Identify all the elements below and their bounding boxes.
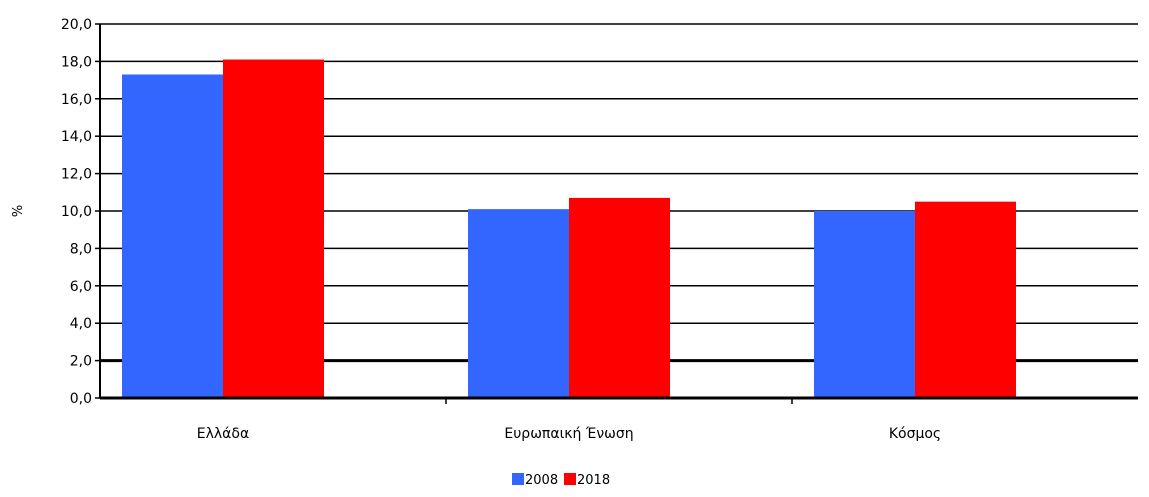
legend-label: 2008 [525,473,558,488]
legend: 2008 2018 [512,473,610,488]
y-tick-label: 14,0 [61,129,92,145]
bar-2008-0 [122,74,223,399]
y-tick-label: 2,0 [70,354,92,370]
category-label: Ελλάδα [197,426,249,442]
category-label: Κόσμος [889,426,941,442]
y-tick-label: 4,0 [70,316,92,332]
y-tick-label: 16,0 [61,92,92,108]
bar-2008-2 [814,211,915,398]
category-labels: Ελλάδα Ευρωπαική Ένωση Κόσμος [197,426,941,442]
y-tick-label: 8,0 [70,241,92,257]
y-tick-label: 20,0 [61,17,92,33]
category-label: Ευρωπαική Ένωση [504,426,633,442]
y-tick-label: 6,0 [70,279,92,295]
y-tick-labels: 0,0 2,0 4,0 6,0 8,0 10,0 12,0 14,0 16,0 18,0 20,0 [61,17,92,407]
y-tick-label: 18,0 [61,54,92,70]
bar-2018-2 [915,201,1016,398]
legend-swatch-2018 [564,473,576,485]
legend-label: 2018 [577,473,610,488]
bar-2018-0 [223,59,324,398]
y-axis-label: % [11,205,26,217]
y-tick-label: 0,0 [70,391,92,407]
y-tick-label: 12,0 [61,167,92,183]
bar-2008-1 [468,209,569,398]
legend-swatch-2008 [512,473,524,485]
y-tick-label: 10,0 [61,204,92,220]
bar-2018-1 [569,197,670,398]
axes [99,24,1138,404]
bars [122,59,1016,399]
